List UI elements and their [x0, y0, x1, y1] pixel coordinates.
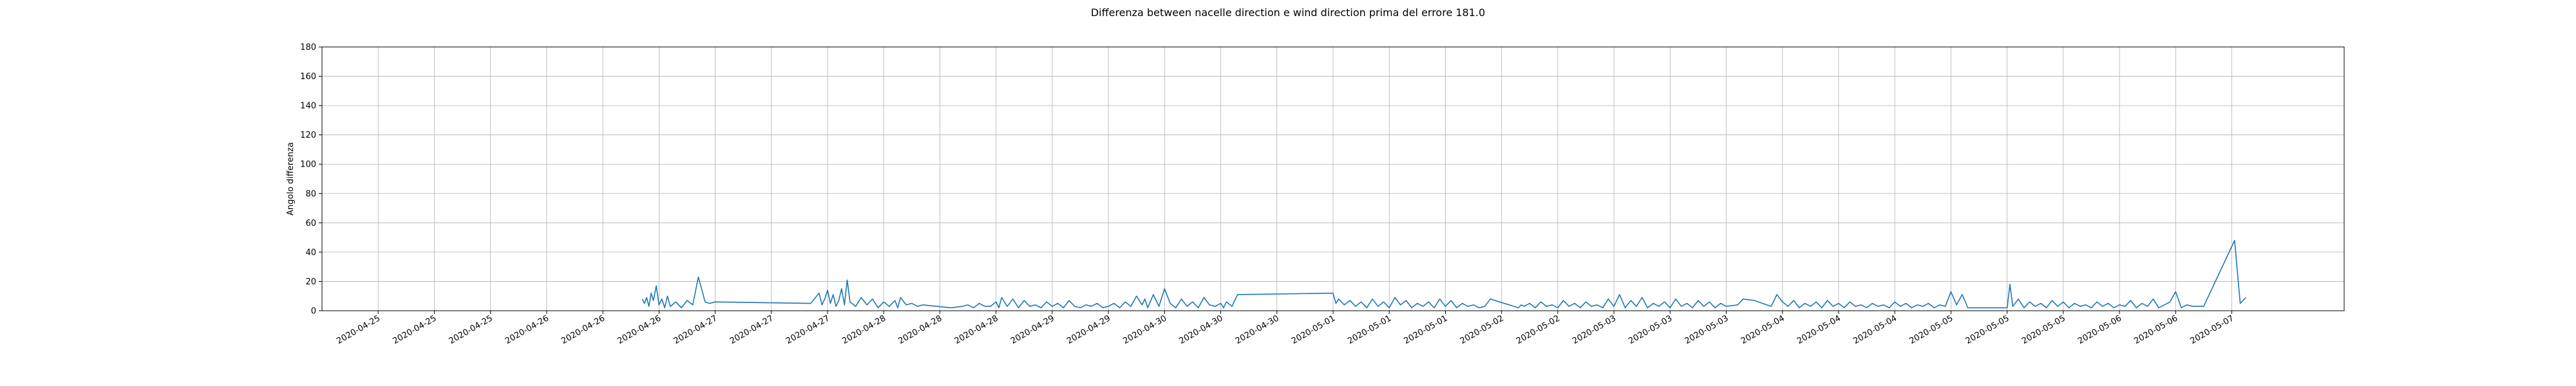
- y-tick-label: 180: [300, 43, 316, 53]
- chart-title: Differenza between nacelle direction e w…: [1091, 6, 1485, 19]
- series-layer: [641, 239, 2246, 309]
- y-axis: 0 20 40 60 80 100 120 140 160 180: [300, 43, 322, 317]
- x-tick-label: 2020-04-28: [897, 313, 944, 346]
- x-tick-label: 2020-04-29: [1009, 313, 1056, 346]
- y-tick-label: 40: [305, 248, 316, 257]
- x-tick-label: 2020-05-03: [1627, 313, 1674, 346]
- x-tick-label: 2020-04-25: [335, 313, 382, 346]
- x-tick-label: 2020-04-30: [1234, 313, 1281, 346]
- x-tick-label: 2020-05-06: [2076, 313, 2123, 346]
- x-tick-label: 2020-05-03: [1683, 313, 1730, 346]
- x-tick-label: 2020-04-30: [1121, 313, 1168, 346]
- x-tick-label: 2020-05-01: [1403, 313, 1450, 346]
- x-tick-label: 2020-04-28: [840, 313, 887, 346]
- x-tick-label: 2020-04-26: [504, 313, 551, 346]
- y-axis-label: Angolo differenza: [286, 142, 296, 216]
- x-tick-label: 2020-05-05: [1964, 313, 2011, 346]
- x-tick-label: 2020-05-05: [1908, 313, 1955, 346]
- x-tick-label: 2020-04-26: [560, 313, 607, 346]
- x-tick-label: 2020-05-06: [2132, 313, 2179, 346]
- x-tick-label: 2020-04-26: [616, 313, 663, 346]
- y-tick-label: 60: [305, 219, 316, 228]
- x-tick-label: 2020-05-04: [1852, 313, 1899, 346]
- y-tick-label: 100: [300, 160, 316, 170]
- x-tick-label: 2020-05-01: [1290, 313, 1337, 346]
- x-tick-label: 2020-04-29: [1065, 313, 1112, 346]
- x-tick-label: 2020-05-01: [1346, 313, 1393, 346]
- y-tick-label: 160: [300, 72, 316, 82]
- y-tick-label: 0: [311, 307, 316, 317]
- x-tick-label: 2020-05-04: [1739, 313, 1786, 346]
- x-tick-label: 2020-05-02: [1459, 313, 1506, 346]
- x-axis: 2020-04-25 2020-04-25 2020-04-25 2020-04-26…: [335, 311, 2236, 346]
- x-tick-label: 2020-05-07: [2189, 313, 2236, 346]
- y-tick-label: 140: [300, 102, 316, 111]
- y-tick-label: 120: [300, 131, 316, 140]
- y-tick-label: 80: [305, 189, 316, 199]
- x-tick-label: 2020-04-25: [448, 313, 495, 346]
- x-tick-label: 2020-04-28: [953, 313, 1000, 346]
- x-tick-label: 2020-04-27: [784, 313, 831, 346]
- y-tick-label: 20: [305, 277, 316, 287]
- x-tick-label: 2020-04-27: [672, 313, 719, 346]
- x-tick-label: 2020-04-30: [1178, 313, 1225, 346]
- grid-lines: [322, 46, 2344, 311]
- series-line: [641, 239, 2246, 309]
- x-tick-label: 2020-04-27: [728, 313, 775, 346]
- x-tick-label: 2020-05-03: [1571, 313, 1618, 346]
- x-tick-label: 2020-05-05: [2020, 313, 2067, 346]
- x-tick-label: 2020-05-04: [1795, 313, 1842, 346]
- x-tick-label: 2020-04-25: [392, 313, 439, 346]
- x-tick-label: 2020-05-02: [1515, 313, 1562, 346]
